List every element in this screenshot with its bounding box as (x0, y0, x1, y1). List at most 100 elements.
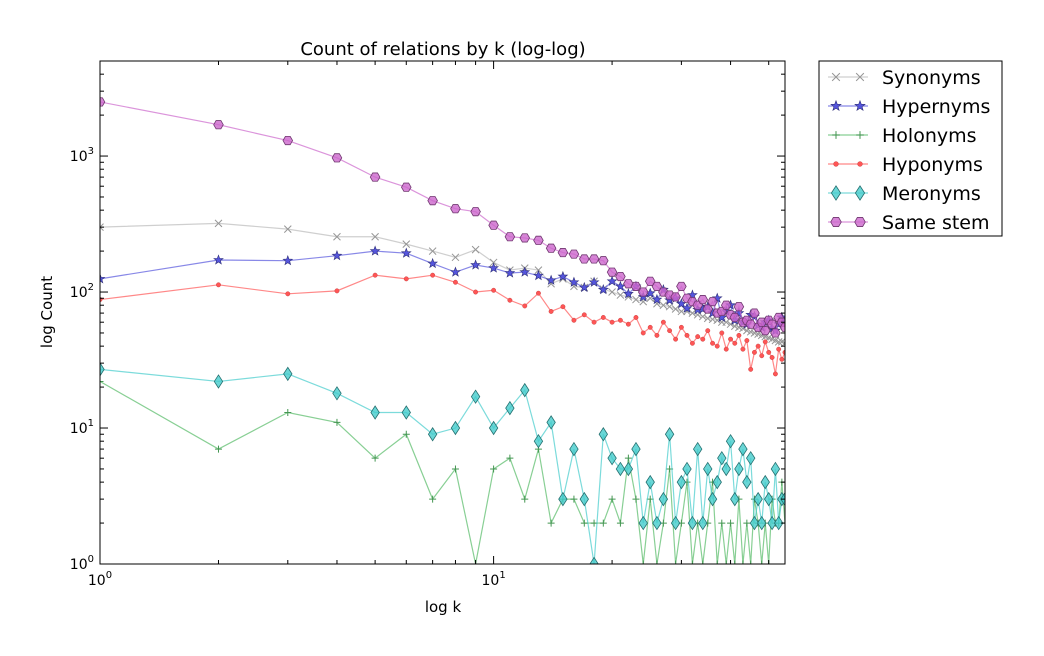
legend-label: Hyponyms (882, 154, 983, 176)
data-point (546, 415, 556, 430)
data-point (568, 276, 580, 287)
data-point (779, 322, 785, 332)
data-point (638, 515, 648, 531)
data-point (284, 409, 292, 417)
data-point (625, 321, 631, 327)
data-point (667, 328, 673, 334)
data-point (606, 275, 618, 286)
plot-frame (99, 60, 786, 565)
data-point (712, 474, 722, 490)
data-point (682, 461, 692, 477)
legend-marker (854, 99, 866, 111)
data-point (427, 257, 439, 269)
data-point (749, 308, 760, 318)
data-point (371, 454, 379, 462)
data-point (548, 308, 554, 314)
data-point (520, 382, 530, 398)
legend-marker (832, 131, 840, 139)
data-point (450, 266, 461, 277)
data-point (707, 297, 718, 307)
legend-marker (854, 217, 866, 227)
series-hypernyms (100, 245, 785, 336)
data-point (748, 366, 754, 372)
data-point (652, 515, 662, 531)
data-point (372, 272, 378, 278)
data-point (617, 317, 623, 323)
legend-label: Meronyms (882, 183, 981, 205)
data-point (720, 300, 732, 310)
data-point (718, 519, 726, 527)
data-point (688, 309, 697, 317)
data-point (453, 279, 458, 285)
data-point (688, 560, 696, 564)
data-point (742, 474, 752, 490)
data-point (728, 336, 734, 342)
data-point (622, 288, 634, 299)
data-point (100, 273, 106, 284)
data-point (506, 454, 514, 462)
data-point (677, 307, 686, 316)
data-point (283, 366, 293, 382)
data-point (630, 281, 642, 291)
legend-marker (854, 185, 866, 201)
data-point (214, 219, 223, 228)
data-point (471, 245, 480, 254)
data-point (581, 312, 587, 318)
data-point (746, 450, 756, 466)
data-point (100, 377, 104, 385)
data-point (731, 560, 739, 564)
data-point (371, 232, 379, 241)
data-point (699, 560, 707, 564)
data-point (645, 474, 655, 490)
data-point (545, 243, 557, 253)
series-meronyms (100, 362, 785, 564)
data-point (732, 340, 738, 346)
data-point (283, 225, 292, 234)
data-point (766, 319, 778, 329)
data-point (331, 250, 343, 261)
data-point (740, 346, 746, 352)
data-point (755, 343, 761, 349)
legend-label: Synonyms (882, 67, 981, 89)
data-point (533, 235, 544, 245)
data-point (488, 420, 499, 436)
data-point (580, 519, 588, 527)
legend-marker (831, 72, 841, 82)
ticks-layer: 100 101 100 101 102 103 (70, 61, 785, 589)
data-point (470, 259, 481, 270)
data-point (470, 389, 481, 404)
data-point (681, 302, 693, 313)
legend-item: Hyponyms (828, 154, 983, 176)
data-point (702, 304, 714, 314)
data-point (401, 182, 412, 192)
data-point (402, 430, 410, 438)
data-point (647, 324, 653, 330)
data-point (640, 330, 646, 336)
data-point (615, 271, 626, 282)
legend-box (818, 60, 1003, 237)
data-point (282, 255, 294, 266)
data-point (762, 339, 768, 345)
data-point (721, 461, 731, 477)
data-point (711, 292, 723, 303)
data-point (450, 204, 461, 214)
data-point (654, 332, 660, 338)
data-point (766, 349, 772, 355)
data-point (608, 495, 616, 503)
data-point (609, 319, 615, 325)
data-point (660, 319, 666, 325)
legend-item: Synonyms (828, 67, 981, 89)
data-point (695, 334, 701, 340)
data-point (670, 292, 681, 302)
data-point (758, 560, 766, 564)
data-point (616, 519, 624, 527)
data-point (770, 461, 781, 477)
data-point (579, 254, 590, 264)
data-point (598, 427, 608, 442)
data-point (451, 253, 460, 262)
data-point (683, 307, 691, 316)
data-point (673, 336, 679, 342)
data-point (216, 282, 221, 288)
data-point (632, 295, 640, 304)
data-point (714, 343, 720, 349)
